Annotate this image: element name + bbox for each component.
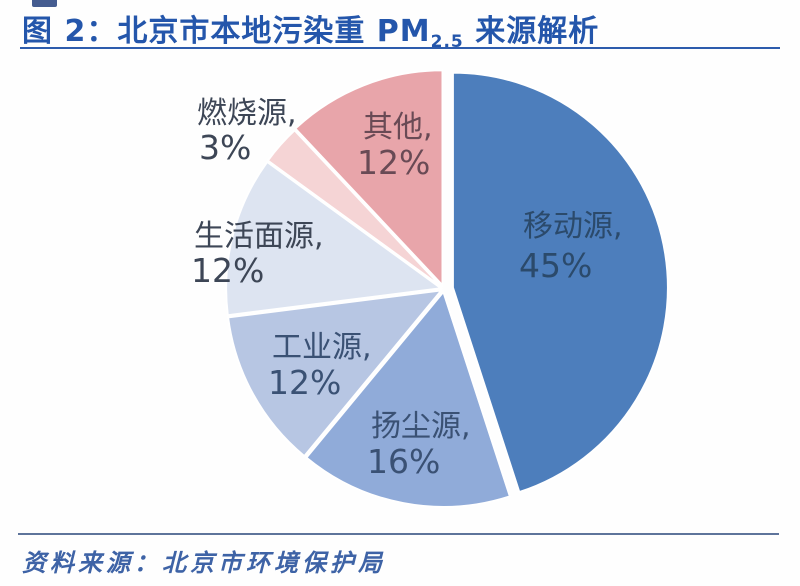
source-note: 资料来源：北京市环境保护局 xyxy=(22,549,386,577)
pie-slice-combustion-source xyxy=(266,128,443,288)
slice-label-residential-source-name: 生活面源, xyxy=(194,219,324,254)
slice-label-industrial-source-value: 12% xyxy=(268,363,341,402)
slice-label-other-source-name: 其他, xyxy=(363,110,433,145)
figure-number: 图 2： xyxy=(22,14,118,49)
slice-label-other-source-value: 12% xyxy=(357,143,430,182)
slice-label-residential-source-value: 12% xyxy=(191,251,264,290)
slice-label-combustion-source-name: 燃烧源, xyxy=(197,96,297,131)
pie-slice-residential-source xyxy=(225,160,444,317)
slice-label-mobile-source-name: 移动源, xyxy=(523,209,623,244)
footer-divider xyxy=(18,533,779,535)
screenshot-artifact xyxy=(32,0,57,7)
figure-title: 图 2：北京市本地污染重 PM2.5 来源解析 xyxy=(22,6,599,52)
figure-title-text: 北京市本地污染重 PM xyxy=(117,14,431,49)
title-divider xyxy=(20,47,780,49)
slice-label-mobile-source-value: 45% xyxy=(519,246,592,285)
slice-label-industrial-source-name: 工业源, xyxy=(272,330,372,365)
slice-label-dust-source-name: 扬尘源, xyxy=(371,409,471,444)
slice-label-dust-source-value: 16% xyxy=(367,442,440,481)
pie-slice-industrial-source xyxy=(226,289,444,458)
figure-title-tail: 来源解析 xyxy=(463,14,600,49)
slice-label-combustion-source-value: 3% xyxy=(199,128,251,167)
pie-slice-mobile-source xyxy=(451,71,669,494)
pie-slice-other-source xyxy=(293,69,444,288)
pie-slice-dust-source xyxy=(304,289,512,508)
